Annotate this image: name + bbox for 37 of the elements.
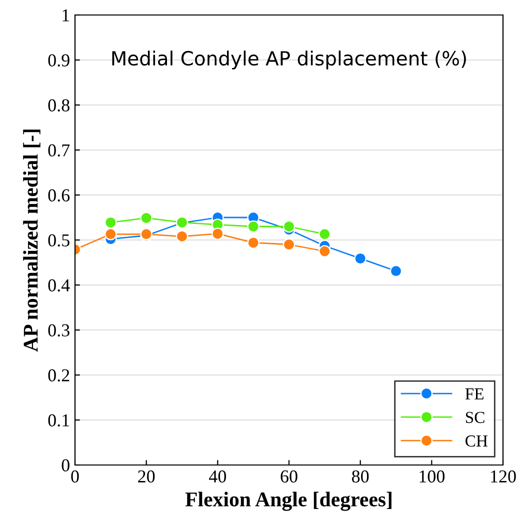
x-tick-label: 80	[352, 470, 369, 483]
y-tick-label: 0.7	[48, 144, 70, 157]
point	[176, 230, 188, 243]
y-axis-title: AP normalized medial [-]	[23, 130, 40, 352]
x-tick-label: 120	[491, 470, 516, 483]
x-tick-label: 0	[71, 470, 79, 483]
y-tick-label: 0.2	[48, 369, 70, 382]
y-tick-label: 0.9	[48, 54, 70, 67]
point	[140, 212, 152, 224]
x-tick-label: 40	[208, 470, 226, 483]
x-axis-title: Flexion Angle [degrees]	[185, 492, 392, 511]
point	[247, 220, 260, 233]
y-tick-label: 1	[62, 9, 70, 22]
y-tick-label: 0.3	[48, 324, 70, 337]
y-tick-label: 0.5	[48, 234, 70, 247]
y-tick-label: 0.8	[48, 99, 70, 112]
point	[318, 228, 331, 240]
point	[104, 228, 117, 240]
point	[282, 220, 296, 233]
point	[354, 252, 366, 265]
point	[104, 216, 117, 229]
legend-label: CH	[466, 435, 488, 447]
point	[390, 264, 402, 278]
y-tick-label: 0	[62, 459, 70, 472]
legend-label: FE	[465, 388, 484, 400]
annotation: Medial Condyle AP displacement (%)	[112, 50, 466, 70]
y-tick-label: 0.4	[48, 279, 70, 292]
point	[318, 245, 331, 258]
y-tick-label: 0.1	[48, 414, 70, 427]
x-tick-label: 20	[138, 470, 155, 483]
x-tick-label: 100	[420, 470, 445, 483]
point	[247, 236, 260, 249]
y-tick-label: 0.6	[48, 189, 70, 202]
x-tick-label: 60	[280, 470, 298, 483]
point	[282, 238, 296, 251]
point	[212, 228, 224, 240]
legend-label: SC	[466, 412, 484, 424]
